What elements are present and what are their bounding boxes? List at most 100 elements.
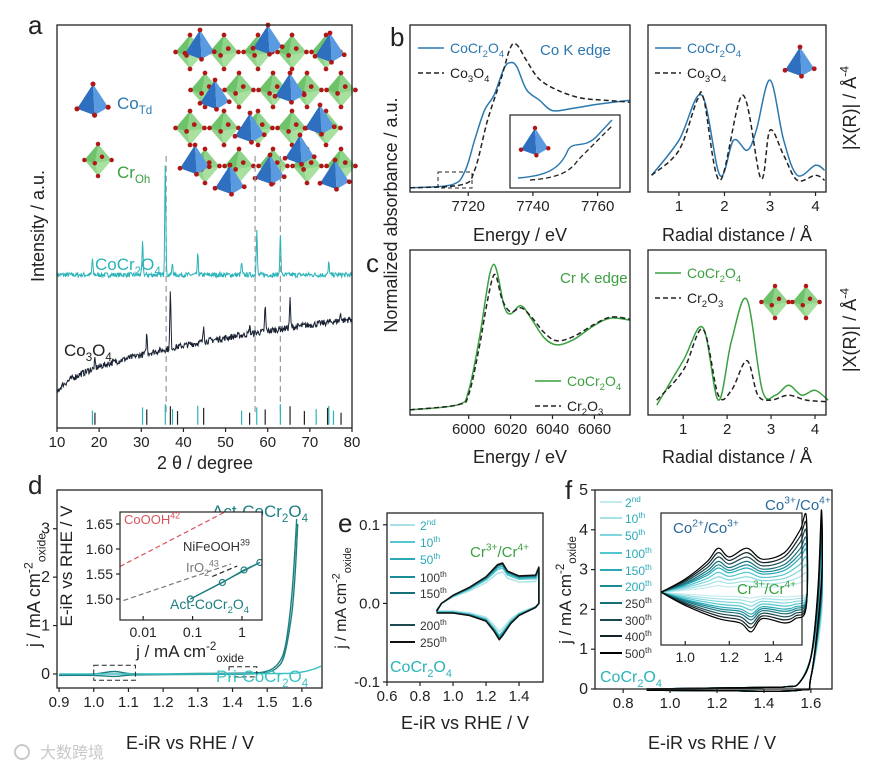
legend-label: 50th <box>625 528 645 543</box>
x-tick-label: 1.6 <box>291 694 312 711</box>
cr-octahedron-icon <box>173 108 207 148</box>
x-tick-label: 60 <box>259 434 276 451</box>
x-tick-label: 1.5 <box>257 694 278 711</box>
x-tick-label: 6040 <box>536 421 569 438</box>
legend-label: 2nd <box>420 518 436 533</box>
y-tick-label: 1.55 <box>86 566 113 582</box>
legend-label: CoCr2O4 <box>687 265 742 285</box>
series-line <box>409 263 631 411</box>
x-axis-label: Radial distance / Å <box>662 447 812 467</box>
panel-label: e <box>338 508 352 538</box>
x-tick-label: 1.4 <box>754 695 775 712</box>
x-tick-label: 1.2 <box>720 649 740 665</box>
inset-frame <box>119 511 263 621</box>
sample-label: CoCr2O4 <box>390 659 452 680</box>
series-label: CoCr2O4 <box>95 255 161 278</box>
panel-label: f <box>565 475 573 505</box>
inset-frame <box>660 512 803 646</box>
inset-cv-cycle <box>660 512 809 633</box>
x-tick-label: 0.01 <box>130 624 157 640</box>
redox-label: Cr3+/Cr4+ <box>737 580 796 598</box>
y-tick-label: 2 <box>41 569 50 586</box>
legend-label: Cr2O3 <box>567 398 603 418</box>
y-tick-label: 3 <box>41 521 50 538</box>
x-tick-label: 1.0 <box>83 694 104 711</box>
legend-label: Cr2O3 <box>687 290 723 310</box>
panel-label: b <box>390 22 404 52</box>
inset-x-axis-label: j / mA cm-2oxide <box>135 641 244 665</box>
legend-label: 10th <box>625 511 645 526</box>
y-tick-label: 0 <box>579 681 588 698</box>
y-tick-label: 1 <box>579 641 588 658</box>
legend-label: 100th <box>420 570 447 585</box>
inset-series-line <box>517 119 613 179</box>
series-label: Act-CoCr2O4 <box>170 596 250 616</box>
series-line <box>656 328 829 403</box>
y-axis-label: |X(R)| / Å-4 <box>837 66 860 150</box>
series-line <box>656 297 829 406</box>
co-tetrahedron-icon <box>312 30 347 65</box>
zoom-box <box>93 664 136 681</box>
y-tick-label: 2 <box>579 601 588 618</box>
x-tick-label: 0.9 <box>49 694 70 711</box>
x-tick-label: 1.4 <box>509 688 530 705</box>
tafel-line <box>212 565 238 578</box>
redox-label: Cr3+/Cr4+ <box>470 543 529 561</box>
cv-cycle <box>435 562 540 641</box>
x-tick-label: 7760 <box>581 198 614 215</box>
data-point <box>186 595 194 603</box>
x-tick-label: 1 <box>679 421 687 438</box>
x-tick-label: 1.4 <box>764 649 784 665</box>
x-tick-label: 30 <box>133 434 150 451</box>
x-tick-label: 7720 <box>452 198 485 215</box>
series-line <box>651 79 826 177</box>
xrd-pattern <box>56 165 353 280</box>
x-tick-label: 70 <box>302 434 319 451</box>
panel-cl: 6000 6020 6040 6060 CoCr2O4 Cr2O3 c Cr K edge En… <box>366 248 631 467</box>
x-axis-label: Radial distance / Å <box>662 225 812 245</box>
legend-label: 200th <box>420 618 447 633</box>
legend-label: 150th <box>625 563 652 578</box>
plot-frame <box>409 249 631 416</box>
panel-label: d <box>28 470 42 500</box>
x-tick-label: 1.2 <box>153 694 174 711</box>
plot-frame <box>56 489 323 689</box>
co-tetrahedron-icon <box>302 102 337 137</box>
y-tick-label: 1.65 <box>86 516 113 532</box>
x-tick-label: 1.6 <box>800 695 821 712</box>
panel-bl: 7720 7740 7760 CoCr2O4 Co3O4 b Co K edge Energy… <box>381 22 631 333</box>
x-tick-label: 1.0 <box>676 649 696 665</box>
y-axis-label: j / mA cm-2oxide <box>21 533 48 648</box>
co-tetrahedron-icon <box>177 142 212 177</box>
x-axis-label: E-iR vs RHE / V <box>401 713 529 733</box>
co-tetrahedron-icon <box>518 125 551 158</box>
legend-label: 400th <box>625 629 652 644</box>
x-tick-label: 0.8 <box>613 695 634 712</box>
redox-label: Co3+/Co4+ <box>765 496 831 514</box>
y-tick-label: 0.1 <box>359 517 380 534</box>
x-tick-label: 80 <box>344 434 361 451</box>
x-tick-label: 4 <box>811 421 819 438</box>
x-axis-label: Energy / eV <box>473 447 567 467</box>
cr-octahedron-icon <box>790 283 822 321</box>
y-tick-label: 1.60 <box>86 541 113 557</box>
co-tetrahedron-icon <box>272 70 307 105</box>
inset-cv: 1.0 1.2 1.4 <box>660 512 809 665</box>
plot-frame <box>409 24 631 193</box>
legend-label: CoCr2O4 <box>687 40 742 60</box>
co-tetrahedron-icon <box>182 27 217 62</box>
x-tick-label: 2 <box>723 421 731 438</box>
x-axis-label: E-iR vs RHE / V <box>126 733 254 753</box>
legend-label: Co3O4 <box>687 65 727 85</box>
inset-cv-cycle <box>660 579 809 599</box>
series-line <box>409 42 631 189</box>
plot-frame <box>647 24 827 193</box>
y-tick-label: 1 <box>41 618 50 635</box>
x-tick-label: 1.0 <box>443 688 464 705</box>
cr-octahedron-icon <box>275 32 309 72</box>
x-tick-label: 6020 <box>494 421 527 438</box>
watermark: 大数跨境 <box>40 743 104 762</box>
series-line <box>59 518 298 676</box>
series-line <box>651 91 826 182</box>
